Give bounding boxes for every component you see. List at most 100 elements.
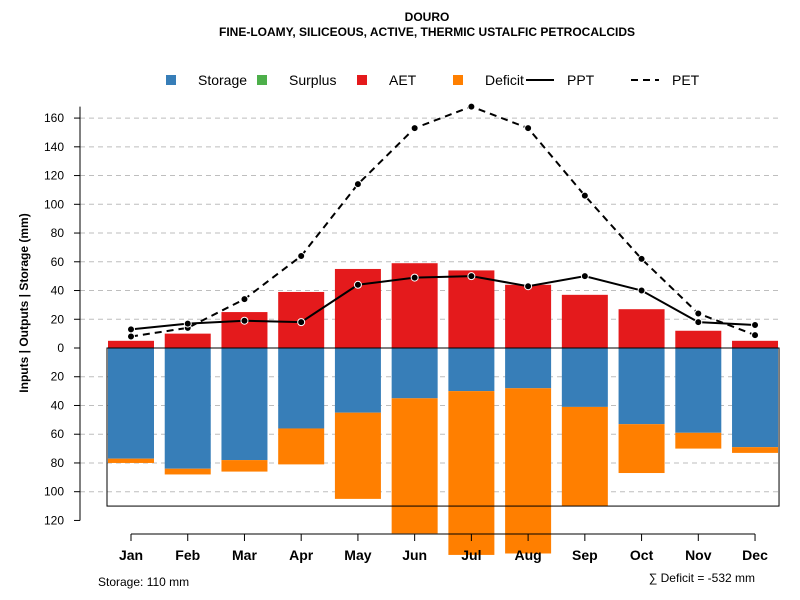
deficit-bar-aug bbox=[505, 388, 552, 554]
ppt-point-feb bbox=[183, 319, 192, 328]
deficit-bar-jan bbox=[108, 458, 154, 463]
storage-bar-sep bbox=[561, 348, 608, 407]
deficit-bar-nov bbox=[675, 432, 722, 449]
deficit-bar-jun bbox=[391, 398, 438, 534]
chart-subtitle: FINE-LOAMY, SILICEOUS, ACTIVE, THERMIC U… bbox=[219, 25, 635, 39]
y-tick-label: 80 bbox=[51, 456, 65, 470]
storage-bar-apr bbox=[278, 348, 325, 429]
y-tick-label: 20 bbox=[51, 312, 65, 326]
ppt-point-jan bbox=[127, 325, 135, 334]
x-tick-label-jun: Jun bbox=[402, 547, 427, 563]
deficit-bar-dec bbox=[732, 447, 779, 453]
ppt-point-apr bbox=[297, 318, 306, 327]
x-tick-label-apr: Apr bbox=[289, 547, 314, 563]
aet-bar-dec bbox=[732, 340, 779, 348]
aet-bar-feb bbox=[164, 333, 211, 348]
deficit-bar-mar bbox=[221, 460, 268, 472]
chart-title: DOURO bbox=[405, 10, 450, 24]
pet-point-jun bbox=[410, 124, 419, 133]
storage-bar-mar bbox=[221, 348, 268, 461]
legend-swatch-storage bbox=[166, 75, 176, 85]
pet-point-may bbox=[353, 180, 362, 189]
ppt-point-jun bbox=[410, 273, 419, 282]
legend-label-ppt: PPT bbox=[567, 72, 595, 88]
legend: Storage Surplus AET Deficit PPT PET bbox=[166, 72, 700, 88]
deficit-bar-feb bbox=[164, 468, 211, 475]
storage-capacity-box bbox=[106, 347, 780, 507]
deficit-bar-may bbox=[334, 412, 381, 499]
aet-bar-nov bbox=[675, 330, 722, 348]
ppt-point-may bbox=[353, 280, 362, 289]
legend-swatch-surplus bbox=[257, 75, 267, 85]
bar-series bbox=[108, 263, 779, 555]
deficit-bar-sep bbox=[561, 406, 608, 507]
pet-point-dec bbox=[751, 331, 760, 340]
ppt-point-aug bbox=[524, 282, 533, 291]
legend-label-deficit: Deficit bbox=[485, 72, 524, 88]
y-tick-label: 40 bbox=[51, 284, 65, 298]
deficit-bar-jul bbox=[448, 391, 495, 555]
pet-point-jul bbox=[467, 102, 476, 111]
x-tick-label-oct: Oct bbox=[630, 547, 654, 563]
y-tick-label: 80 bbox=[51, 226, 65, 240]
x-tick-label-may: May bbox=[344, 547, 371, 563]
x-tick-label-mar: Mar bbox=[232, 547, 257, 563]
storage-bar-may bbox=[334, 348, 381, 413]
pet-point-sep bbox=[580, 191, 589, 200]
ppt-point-mar bbox=[240, 316, 249, 325]
deficit-bar-oct bbox=[618, 424, 665, 474]
axes: 160 140 120 100 80 60 40 20 0 20 40 60 80 100 120 Jan Fe… bbox=[44, 106, 768, 563]
aet-bar-sep bbox=[561, 294, 608, 348]
pet-point-oct bbox=[637, 254, 646, 263]
pet-point-apr bbox=[297, 252, 306, 261]
x-tick-label-feb: Feb bbox=[175, 547, 200, 563]
x-tick-label-aug: Aug bbox=[515, 547, 542, 563]
pet-point-mar bbox=[240, 295, 249, 304]
legend-swatch-aet bbox=[357, 75, 367, 85]
y-tick-label: 100 bbox=[44, 197, 64, 211]
ppt-point-sep bbox=[580, 272, 589, 281]
x-tick-label-jan: Jan bbox=[119, 547, 143, 563]
storage-note: Storage: 110 mm bbox=[98, 575, 189, 589]
ppt-point-dec bbox=[751, 321, 760, 330]
storage-bar-oct bbox=[618, 348, 665, 425]
y-tick-label: 40 bbox=[51, 398, 65, 412]
deficit-total: ∑ Deficit = -532 mm bbox=[649, 571, 755, 585]
aet-bar-aug bbox=[505, 284, 552, 348]
storage-frame bbox=[106, 347, 780, 507]
pet-line bbox=[130, 105, 756, 338]
x-tick-label-dec: Dec bbox=[742, 547, 768, 563]
y-tick-label: 60 bbox=[51, 427, 65, 441]
y-tick-label: 20 bbox=[51, 370, 65, 384]
ppt-point-nov bbox=[694, 318, 703, 327]
storage-bar-jun bbox=[391, 348, 438, 399]
x-tick-label-sep: Sep bbox=[572, 547, 598, 563]
y-tick-label: 120 bbox=[44, 169, 64, 183]
ppt-point-jul bbox=[467, 272, 476, 281]
storage-bar-feb bbox=[164, 348, 211, 469]
storage-bar-nov bbox=[675, 348, 722, 433]
aet-bar-jan bbox=[108, 340, 154, 348]
line-series bbox=[127, 102, 760, 341]
ppt-point-oct bbox=[637, 286, 646, 295]
y-axis-label: Inputs | Outputs | Storage (mm) bbox=[17, 213, 31, 392]
y-tick-label: 60 bbox=[51, 255, 65, 269]
pet-point-jan bbox=[127, 332, 135, 341]
x-tick-label-jul: Jul bbox=[461, 547, 481, 563]
legend-label-pet: PET bbox=[672, 72, 700, 88]
legend-swatch-deficit bbox=[453, 75, 463, 85]
y-tick-label: 120 bbox=[44, 513, 64, 527]
y-tick-label: 100 bbox=[44, 485, 64, 499]
aet-bar-oct bbox=[618, 309, 665, 348]
legend-label-storage: Storage bbox=[198, 72, 247, 88]
y-tick-label: 160 bbox=[44, 111, 64, 125]
storage-bar-jan bbox=[108, 348, 154, 459]
y-tick-label: 0 bbox=[57, 341, 64, 355]
pet-point-aug bbox=[524, 124, 533, 133]
storage-bar-jul bbox=[448, 348, 495, 392]
x-tick-label-nov: Nov bbox=[685, 547, 712, 563]
storage-bar-dec bbox=[732, 348, 779, 448]
title-block: DOURO FINE-LOAMY, SILICEOUS, ACTIVE, THE… bbox=[219, 10, 635, 39]
legend-label-aet: AET bbox=[389, 72, 417, 88]
